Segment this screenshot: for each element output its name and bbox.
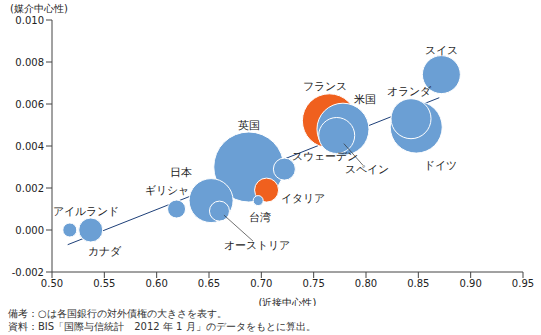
svg-text:カナダ: カナダ bbox=[88, 245, 122, 258]
svg-text:0.004: 0.004 bbox=[15, 141, 44, 152]
svg-text:オランダ: オランダ bbox=[387, 85, 432, 98]
svg-text:日本: 日本 bbox=[170, 166, 192, 179]
svg-text:ドイツ: ドイツ bbox=[424, 159, 457, 172]
svg-text:スウェーデン: スウェーデン bbox=[292, 150, 358, 163]
svg-text:0.75: 0.75 bbox=[303, 278, 325, 289]
svg-text:ギリシャ: ギリシャ bbox=[145, 184, 189, 197]
svg-text:0.000: 0.000 bbox=[15, 225, 44, 236]
svg-text:(近接中心性): (近接中心性) bbox=[259, 297, 317, 306]
svg-text:0.010: 0.010 bbox=[15, 15, 44, 26]
svg-text:0.55: 0.55 bbox=[93, 278, 115, 289]
svg-text:スペイン: スペイン bbox=[345, 163, 389, 176]
svg-text:イタリア: イタリア bbox=[281, 192, 325, 205]
svg-text:英国: 英国 bbox=[238, 119, 260, 132]
svg-text:スイス: スイス bbox=[425, 44, 458, 57]
html-text:備考：○は各国銀行の対外債権の大きさを表す。: 備考：○は各国銀行の対外債権の大きさを表す。 bbox=[8, 308, 227, 319]
svg-text:0.70: 0.70 bbox=[250, 278, 272, 289]
svg-text:フランス: フランス bbox=[303, 80, 347, 93]
svg-text:アイルランド: アイルランド bbox=[53, 205, 119, 218]
svg-text:-0.002: -0.002 bbox=[12, 267, 44, 278]
svg-text:米国: 米国 bbox=[354, 93, 376, 106]
svg-text:0.65: 0.65 bbox=[198, 278, 220, 289]
svg-text:0.95: 0.95 bbox=[512, 278, 533, 289]
svg-text:0.006: 0.006 bbox=[15, 99, 44, 110]
svg-text:0.50: 0.50 bbox=[41, 278, 63, 289]
html-text:資料：BIS「国際与信統計 2012 年 1 月」のデータを: 資料：BIS「国際与信統計 2012 年 1 月」のデータをもとに算出。 bbox=[8, 321, 316, 332]
svg-text:0.85: 0.85 bbox=[407, 278, 429, 289]
svg-text:台湾: 台湾 bbox=[249, 211, 271, 224]
svg-text:0.008: 0.008 bbox=[15, 57, 44, 68]
svg-text:0.002: 0.002 bbox=[15, 183, 44, 194]
html-text:(媒介中心性): (媒介中心性) bbox=[10, 3, 68, 14]
svg-text:オーストリア: オーストリア bbox=[224, 239, 290, 252]
svg-text:0.60: 0.60 bbox=[146, 278, 168, 289]
svg-text:0.80: 0.80 bbox=[355, 278, 377, 289]
svg-text:0.90: 0.90 bbox=[460, 278, 482, 289]
